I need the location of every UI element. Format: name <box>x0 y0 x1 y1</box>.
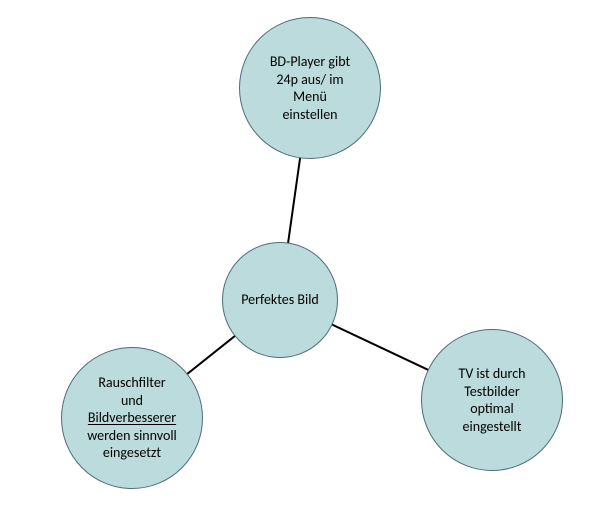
node-bottom-left: Rauschfilter und Bildverbesserer werden … <box>61 347 203 489</box>
node-top: BD-Player gibt 24p aus/ im Menü einstell… <box>239 17 381 159</box>
node-bottom-left-label: Rauschfilter und Bildverbesserer werden … <box>81 368 183 468</box>
node-center-label: Perfektes Bild <box>235 285 325 315</box>
node-bottom-right: TV ist durch Testbilder optimal eingeste… <box>421 329 563 471</box>
node-center: Perfektes Bild <box>222 242 338 358</box>
node-top-label: BD-Player gibt 24p aus/ im Menü einstell… <box>264 47 356 129</box>
diagram-canvas: Perfektes Bild BD-Player gibt 24p aus/ i… <box>0 0 600 528</box>
node-bottom-right-label: TV ist durch Testbilder optimal eingeste… <box>453 359 532 441</box>
